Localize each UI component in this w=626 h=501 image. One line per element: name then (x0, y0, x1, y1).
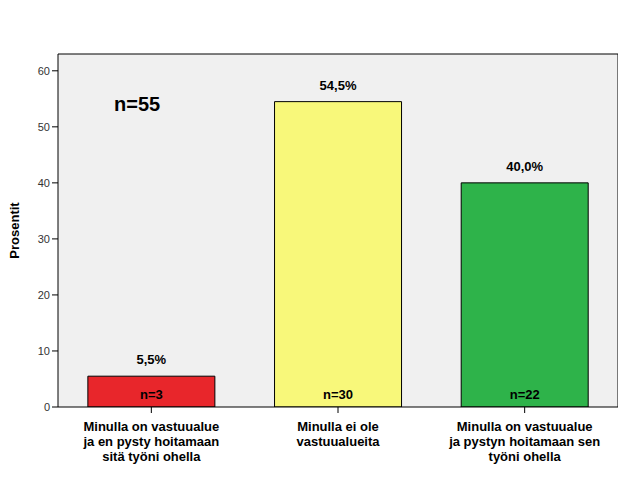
svg-text:sitä työni ohella: sitä työni ohella (102, 449, 201, 464)
svg-text:Minulla on vastuualue: Minulla on vastuualue (83, 419, 219, 434)
svg-text:Prosentit: Prosentit (8, 202, 22, 259)
svg-text:54,5%: 54,5% (320, 78, 357, 93)
svg-text:10: 10 (38, 345, 50, 357)
svg-text:vastuualueita: vastuualueita (296, 434, 380, 449)
svg-text:työni ohella: työni ohella (489, 449, 562, 464)
svg-text:50: 50 (38, 121, 50, 133)
svg-text:60: 60 (38, 65, 50, 77)
svg-text:40: 40 (38, 177, 50, 189)
svg-text:n=22: n=22 (510, 387, 540, 402)
svg-text:Minulla ei ole: Minulla ei ole (297, 419, 379, 434)
svg-text:n=30: n=30 (323, 387, 353, 402)
html-text:n=55: n=55 (114, 93, 161, 115)
svg-text:30: 30 (38, 233, 50, 245)
svg-text:Minulla on vastuualue: Minulla on vastuualue (457, 419, 593, 434)
svg-text:n=3: n=3 (140, 387, 163, 402)
svg-text:ja en pysty hoitamaan: ja en pysty hoitamaan (82, 434, 219, 449)
svg-text:40,0%: 40,0% (506, 159, 543, 174)
svg-text:5,5%: 5,5% (137, 352, 167, 367)
svg-text:ja pystyn hoitamaan sen: ja pystyn hoitamaan sen (448, 434, 600, 449)
svg-text:0: 0 (44, 401, 50, 413)
svg-text:20: 20 (38, 289, 50, 301)
